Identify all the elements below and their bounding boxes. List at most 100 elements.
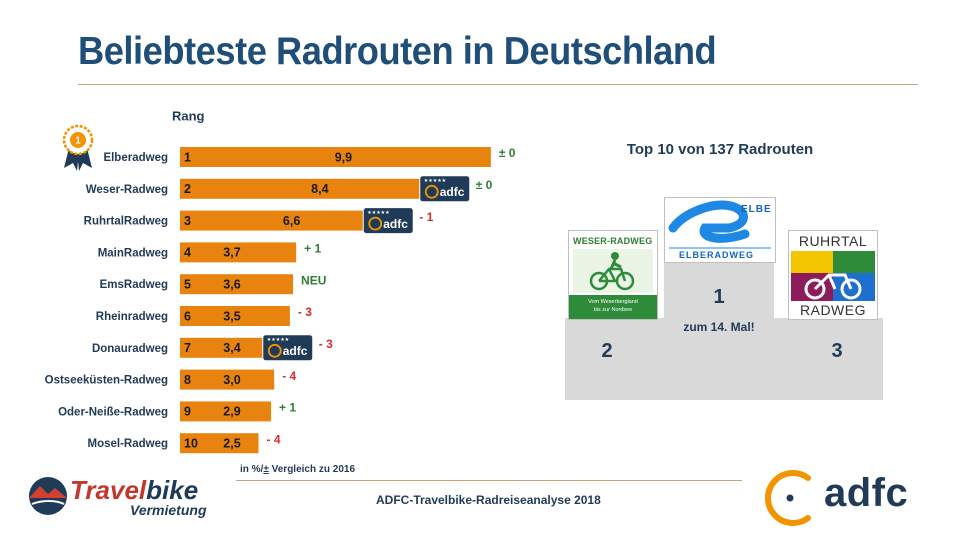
adfc-badge-ring-icon	[267, 343, 282, 358]
value-label: 9,9	[335, 150, 352, 164]
rank-number: 1	[184, 150, 191, 164]
adfc-badge	[419, 175, 471, 203]
route-label: Rheinradweg	[96, 311, 168, 323]
weser-footer-line1: Vom Weserbergland	[588, 299, 638, 305]
adfc-badge	[362, 207, 414, 235]
route-label: Elberadweg	[103, 152, 168, 164]
value-label: 3,6	[223, 277, 240, 291]
change-indicator: - 3	[298, 305, 312, 319]
elbe-wave-icon	[668, 200, 771, 249]
adfc-badge-ring-icon	[368, 216, 383, 231]
value-label: 2,5	[223, 436, 240, 450]
adfc-ring-icon	[765, 470, 811, 526]
award-number: 1	[75, 136, 81, 147]
adfc-badge-stars: ★★★★★	[367, 210, 390, 216]
value-label: 6,6	[283, 214, 300, 228]
bar	[180, 178, 444, 199]
route-label: MainRadweg	[98, 247, 168, 259]
rank-number: 8	[184, 373, 191, 387]
rank-number: 10	[184, 436, 198, 450]
value-label: 3,7	[223, 246, 240, 260]
adfc-badge-text: adfc	[283, 344, 308, 358]
route-label: RuhrtalRadweg	[84, 216, 168, 228]
rank-number: 3	[184, 214, 191, 228]
footnote-suffix: Vergleich zu 2016	[268, 464, 356, 475]
bar	[180, 401, 272, 422]
rank-number: 6	[184, 309, 191, 323]
ruhr-logo-bottom: RADWEG	[800, 302, 866, 318]
travelbike-brand-a: Travel	[70, 475, 147, 505]
rank-number: 5	[184, 277, 191, 291]
adfc-logo-text: adfc	[824, 471, 909, 515]
travelbike-subtitle: Vermietung	[130, 502, 207, 518]
weser-logo-footer: Vom Weserbergland bis zur Nordsee	[569, 295, 657, 319]
travelbike-wordmark: Travelbike	[70, 475, 198, 506]
value-label: 3,5	[223, 309, 240, 323]
elbe-name: ELBERADWEG	[679, 250, 754, 260]
adfc-badge-stars: ★★★★★	[424, 178, 447, 184]
adfc-badge-ring-icon	[424, 184, 439, 199]
bar	[180, 369, 275, 390]
route-label: Mosel-Radweg	[87, 438, 168, 450]
bar	[180, 306, 290, 326]
bar	[180, 433, 259, 454]
weser-footer-line2: bis zur Nordsee	[593, 307, 633, 313]
podium-second-number: 2	[601, 340, 613, 362]
change-indicator: ± 0	[476, 178, 493, 192]
value-label: 3,0	[223, 373, 240, 387]
ruhr-bike-icon	[791, 251, 875, 301]
value-label: 2,9	[223, 405, 240, 419]
adfc-badge-stars: ★★★★★	[267, 337, 290, 343]
cyclist-icon	[573, 249, 653, 293]
podium-second-step	[565, 318, 883, 400]
bar	[180, 274, 294, 295]
change-indicator: + 1	[279, 401, 296, 415]
podium-first-number: 1	[713, 286, 725, 308]
rank-header: Rang	[172, 108, 205, 123]
podium-first-step	[664, 262, 774, 318]
route-label: Weser-Radweg	[86, 184, 168, 196]
unit-footnote: in %/± Vergleich zu 2016	[240, 464, 355, 475]
award-medal-icon	[70, 132, 86, 148]
adfc-badge-text: adfc	[440, 185, 465, 199]
rank-number: 2	[184, 182, 191, 196]
ruhr-logo-top: RUHRTAL	[798, 233, 868, 249]
footnote-prefix: in %/	[240, 464, 264, 475]
adfc-logo: adfc	[760, 468, 920, 528]
bar	[180, 242, 297, 263]
weser-logo-title: WESER-RADWEG	[573, 236, 653, 246]
change-indicator: - 1	[419, 210, 433, 224]
adfc-badge	[262, 334, 314, 362]
elbe-tag: ELBE	[741, 204, 772, 215]
value-label: 8,4	[311, 182, 328, 196]
travelbike-brand-b: bike	[146, 475, 199, 505]
change-indicator: NEU	[301, 273, 326, 287]
page-title: Beliebteste Radrouten in Deutschland	[78, 30, 717, 73]
change-indicator: ± 0	[499, 146, 516, 160]
route-label: Donauradweg	[92, 343, 168, 355]
source-note: ADFC-Travelbike-Radreiseanalyse 2018	[376, 493, 601, 507]
rank-number: 4	[184, 246, 191, 260]
footnote-plusminus: ±	[263, 464, 269, 475]
route-label: EmsRadweg	[100, 279, 168, 291]
rank-number: 9	[184, 405, 191, 419]
footer-divider	[236, 480, 742, 481]
change-indicator: + 1	[304, 242, 321, 256]
elberadweg-logo: ELBE ELBERADWEG	[664, 197, 776, 263]
weser-radweg-logo: WESER-RADWEG Vom Weserbergland bis zur N…	[568, 230, 658, 320]
title-divider	[78, 84, 918, 85]
travelbike-mountain-icon	[29, 477, 67, 515]
route-label: Ostseeküsten-Radweg	[45, 375, 168, 387]
ruhrtal-radweg-logo: RUHRTAL RADWEG	[788, 230, 878, 320]
value-label: 3,4	[223, 341, 240, 355]
change-indicator: - 4	[267, 432, 281, 446]
rank-number: 7	[184, 341, 191, 355]
route-label: Oder-Neiße-Radweg	[58, 406, 168, 418]
change-indicator: - 3	[319, 337, 333, 351]
bar	[180, 337, 287, 358]
travelbike-logo: Travelbike Vermietung	[28, 474, 218, 522]
change-indicator: - 4	[282, 369, 296, 383]
adfc-badge-text: adfc	[383, 217, 408, 231]
bar	[180, 210, 388, 231]
